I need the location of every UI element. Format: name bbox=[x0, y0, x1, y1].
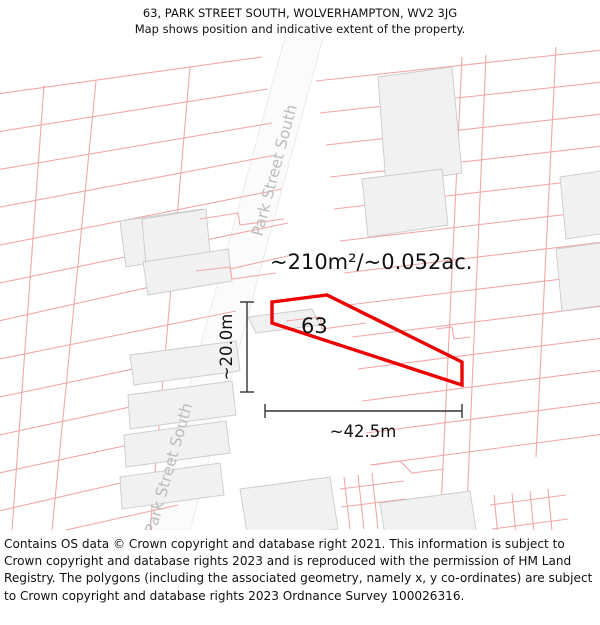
dimension-height-label: ~20.0m bbox=[217, 314, 236, 381]
dimension-width bbox=[264, 404, 463, 418]
copyright-text: Contains OS data © Crown copyright and d… bbox=[4, 537, 593, 603]
plot-detail-structures bbox=[339, 460, 569, 530]
plot-boundary-details bbox=[195, 212, 471, 340]
cadastral-plots-left bbox=[0, 56, 293, 530]
copyright-footer: Contains OS data © Crown copyright and d… bbox=[0, 533, 600, 625]
page-subtitle: Map shows position and indicative extent… bbox=[134, 22, 466, 36]
plot-number-label: 63 bbox=[301, 314, 328, 338]
map-header: 63, PARK STREET SOUTH, WOLVERHAMPTON, WV… bbox=[0, 0, 600, 37]
page-title: 63, PARK STREET SOUTH, WOLVERHAMPTON, WV… bbox=[142, 6, 458, 20]
area-label: ~210m²/~0.052ac. bbox=[270, 250, 472, 274]
property-boundary-highlight[interactable] bbox=[270, 293, 464, 388]
building-footprints-right bbox=[239, 66, 600, 530]
map-canvas[interactable]: ~20.0m ~42.5m ~210m²/~0.052ac. 63 Park S… bbox=[0, 37, 600, 530]
map-vector-layer[interactable]: ~20.0m ~42.5m ~210m²/~0.052ac. 63 Park S… bbox=[0, 37, 600, 530]
dimension-width-label: ~42.5m bbox=[330, 422, 397, 441]
dimension-height bbox=[240, 301, 254, 393]
building-footprints-terrace-left bbox=[119, 208, 241, 510]
